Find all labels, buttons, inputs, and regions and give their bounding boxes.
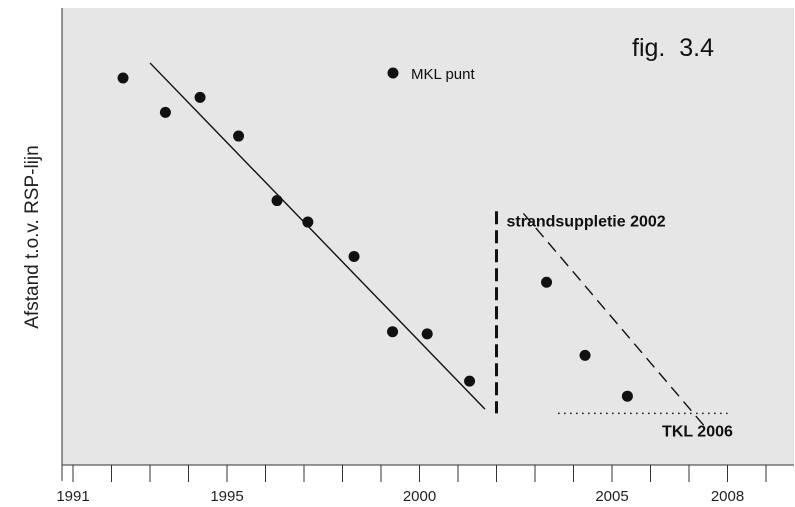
x-tick-label: 2000 (403, 488, 436, 505)
data-point (387, 326, 399, 338)
x-tick-label: 1991 (56, 488, 89, 505)
x-axis-tick-labels: 1991 1995 2000 2005 2008 (56, 488, 744, 505)
data-point (117, 72, 129, 84)
figure-label: fig. 3.4 (632, 34, 714, 62)
annotations: strandsuppletie 2002 TKL 2006 (495, 211, 733, 440)
data-point (302, 216, 314, 228)
data-point (194, 91, 206, 103)
data-point (348, 250, 360, 262)
legend-label: MKL punt (411, 66, 475, 83)
legend-marker (387, 67, 399, 79)
y-axis-label: Afstand t.o.v. RSP-lijn (22, 145, 43, 328)
data-point (271, 195, 283, 207)
data-point (159, 106, 171, 118)
data-point (579, 349, 591, 361)
data-point (541, 276, 553, 288)
x-tick-label: 2005 (595, 488, 628, 505)
x-tick-label: 2008 (711, 488, 744, 505)
strandsuppletie-label: strandsuppletie 2002 (507, 213, 666, 230)
data-point (464, 375, 476, 387)
trend-line-solid (149, 62, 486, 410)
trend-lines (149, 62, 709, 432)
tkl-label: TKL 2006 (662, 423, 733, 440)
data-point (233, 130, 245, 142)
data-point (421, 328, 433, 340)
x-tick-label: 1995 (210, 488, 243, 505)
x-axis-ticks (72, 465, 767, 482)
data-point (621, 390, 633, 402)
data-points (117, 72, 633, 402)
trend-line-dashed (522, 212, 709, 432)
